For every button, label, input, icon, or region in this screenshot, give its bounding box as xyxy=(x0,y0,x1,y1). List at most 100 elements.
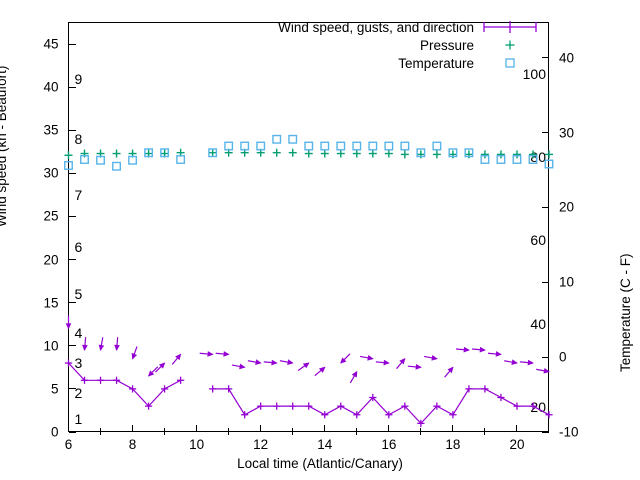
temperature-marker-12 xyxy=(272,134,282,144)
temperature-marker-19 xyxy=(384,141,394,151)
temperature-marker-28 xyxy=(528,155,538,164)
series-wind xyxy=(64,359,553,427)
temperature-marker-4 xyxy=(128,155,138,165)
temperature-marker-1 xyxy=(80,155,89,164)
y-tick-mark-5 xyxy=(68,388,76,390)
y2-tick-mark-20 xyxy=(542,206,549,208)
gust-arrowhead-23 xyxy=(447,366,454,374)
y2-tick-label-20: 20 xyxy=(559,199,575,215)
y-tick-mark-30 xyxy=(68,172,76,174)
x-minor-tick-13 xyxy=(292,428,294,435)
legend-key-pressure xyxy=(482,37,538,53)
legend-item-temperature[interactable]: Temperature xyxy=(228,54,538,72)
y2-tick-mark-30 xyxy=(542,132,549,134)
temperature-marker-9 xyxy=(224,141,234,151)
beaufort-label-1: 1 xyxy=(74,411,83,428)
gust-arrowhead-0 xyxy=(65,323,72,330)
beaufort-label-9: 9 xyxy=(74,70,83,87)
y2-tick-label-40: 40 xyxy=(559,50,575,66)
beaufort-label-4: 4 xyxy=(74,324,83,341)
series-pressure xyxy=(64,148,553,160)
y2-tick-label-30: 30 xyxy=(559,125,575,141)
temperature-marker-7 xyxy=(176,155,186,164)
wind-speed-line-0 xyxy=(68,362,181,407)
gust-arrowhead-21 xyxy=(415,364,422,370)
x-tick-label-8: 8 xyxy=(128,437,137,452)
gust-arrowhead-16 xyxy=(340,357,347,364)
x-tick-mark-8 xyxy=(132,425,134,432)
legend-item-wind[interactable]: Wind speed, gusts, and direction xyxy=(228,18,538,36)
y-tick-mark-15 xyxy=(68,302,76,304)
gust-arrowhead-10 xyxy=(239,363,246,370)
x-tick-label-12: 12 xyxy=(253,437,269,452)
gust-arrowhead-20 xyxy=(399,357,406,365)
legend-label-wind: Wind speed, gusts, and direction xyxy=(278,19,474,35)
temperature-marker-23 xyxy=(448,148,458,158)
temperature-marker-18 xyxy=(368,141,378,151)
x-tick-mark-12 xyxy=(260,425,262,432)
plot-area xyxy=(68,22,549,432)
y-tick-label-35: 35 xyxy=(43,122,59,138)
y-tick-label-10: 10 xyxy=(43,338,59,354)
temperature-marker-5 xyxy=(144,148,154,158)
gust-arrowhead-18 xyxy=(367,355,374,361)
y2-tick-label-10: 10 xyxy=(559,274,575,290)
temperature-marker-0 xyxy=(64,161,73,170)
y-tick-label-25: 25 xyxy=(43,208,59,224)
gust-arrowhead-1 xyxy=(82,344,88,352)
gust-arrowhead-25 xyxy=(479,346,486,353)
y-tick-mark-35 xyxy=(68,129,76,131)
gust-arrowhead-27 xyxy=(511,359,518,365)
y-tick-label-30: 30 xyxy=(43,165,59,181)
y2-tick-mark-10 xyxy=(542,281,549,283)
x-tick-label-16: 16 xyxy=(381,437,397,452)
fahrenheit-label-40: 40 xyxy=(530,316,546,333)
temperature-marker-22 xyxy=(432,141,442,151)
y-tick-mark-25 xyxy=(68,215,76,217)
gust-arrowhead-11 xyxy=(255,359,262,365)
beaufort-label-5: 5 xyxy=(74,286,83,303)
x-tick-label-6: 6 xyxy=(64,437,73,452)
legend-label-temperature: Temperature xyxy=(398,55,474,71)
gust-arrowhead-7 xyxy=(175,353,182,361)
y2-tick-label-0: 0 xyxy=(559,349,567,365)
gust-arrowhead-24 xyxy=(463,346,470,353)
gust-arrowhead-19 xyxy=(383,359,390,366)
gust-arrowhead-17 xyxy=(351,370,358,378)
y-tick-label-40: 40 xyxy=(43,79,59,95)
temperature-marker-2 xyxy=(96,155,105,165)
gust-arrowhead-2 xyxy=(98,344,105,352)
x-minor-tick-15 xyxy=(356,428,358,435)
series-temperature xyxy=(64,134,554,171)
y-tick-mark-45 xyxy=(68,43,76,45)
gust-arrowhead-4 xyxy=(131,352,138,360)
beaufort-label-3: 3 xyxy=(74,355,83,372)
beaufort-label-2: 2 xyxy=(74,385,83,402)
beaufort-label-6: 6 xyxy=(74,238,83,255)
x-axis-title: Local time (Atlantic/Canary) xyxy=(237,456,403,471)
gust-arrowhead-14 xyxy=(302,362,310,369)
temperature-marker-14 xyxy=(304,141,314,151)
y2-tick-mark-40 xyxy=(542,57,549,59)
y-tick-label-0: 0 xyxy=(50,424,59,440)
temperature-marker-15 xyxy=(320,141,330,151)
temperature-marker-17 xyxy=(352,141,362,151)
temperature-marker-8 xyxy=(208,148,218,158)
temperature-marker-21 xyxy=(416,148,426,158)
series-wind-gusts xyxy=(65,315,550,384)
temperature-marker-13 xyxy=(288,134,298,144)
gust-arrowhead-29 xyxy=(543,368,550,374)
gust-arrowhead-6 xyxy=(158,362,166,369)
temperature-marker-25 xyxy=(480,155,490,164)
legend-item-pressure[interactable]: Pressure xyxy=(228,36,538,54)
x-tick-mark-10 xyxy=(196,425,198,432)
y2-tick-mark--10 xyxy=(542,431,549,433)
temperature-marker-6 xyxy=(160,148,170,158)
temperature-marker-16 xyxy=(336,141,346,151)
y-tick-mark-10 xyxy=(68,345,76,347)
beaufort-label-7: 7 xyxy=(74,186,83,203)
gust-arrowhead-12 xyxy=(271,359,278,366)
fahrenheit-label-60: 60 xyxy=(530,232,546,249)
x-minor-tick-11 xyxy=(228,428,230,435)
